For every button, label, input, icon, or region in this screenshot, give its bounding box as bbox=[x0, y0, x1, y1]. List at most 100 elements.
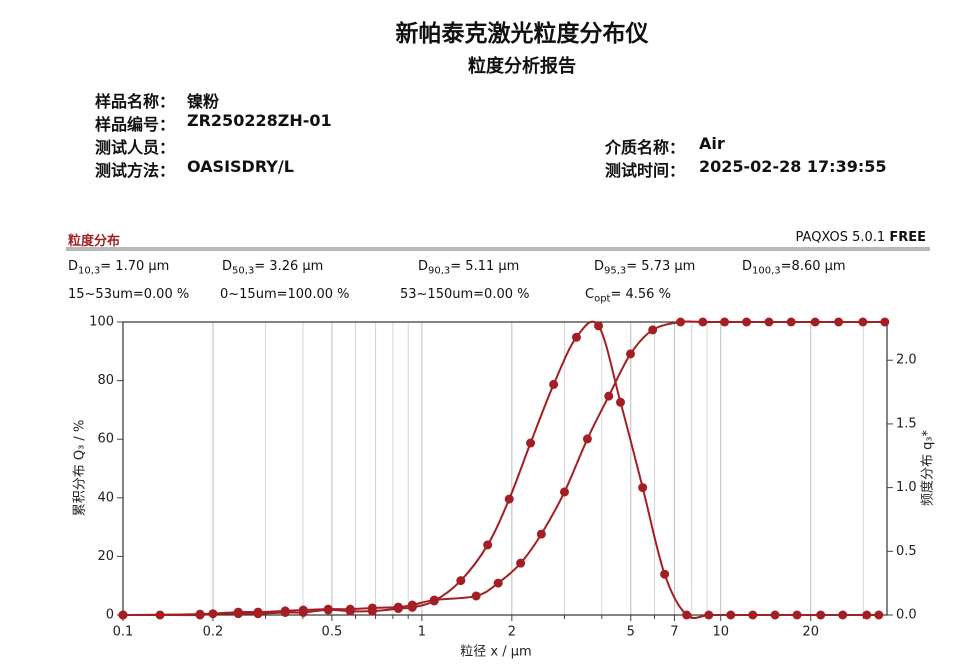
data-point bbox=[208, 609, 218, 619]
info-value: 2025-02-28 17:39:55 bbox=[699, 157, 887, 176]
stat-item: D10,3= 1.70 µm bbox=[68, 259, 169, 277]
stat-symbol: D bbox=[742, 259, 753, 274]
stat-subscript: 10,3 bbox=[78, 265, 101, 277]
data-point bbox=[483, 540, 493, 550]
data-point bbox=[874, 610, 884, 620]
data-point bbox=[858, 317, 868, 327]
stat-symbol: D bbox=[594, 259, 605, 274]
stat-item: 53~150um=0.00 % bbox=[400, 287, 529, 302]
y-tick-label: 60 bbox=[97, 432, 114, 447]
data-point bbox=[682, 610, 692, 620]
stat-item: D95,3= 5.73 µm bbox=[594, 259, 695, 277]
x-tick-label: 5 bbox=[627, 625, 635, 640]
data-point bbox=[516, 558, 526, 568]
x-tick-label: 10 bbox=[712, 625, 729, 640]
info-label: 测试人员： bbox=[95, 138, 176, 157]
stat-text: 0~15um=100.00 % bbox=[220, 287, 350, 302]
data-point bbox=[233, 609, 243, 619]
stat-symbol: D bbox=[222, 259, 233, 274]
stat-text: 53~150um=0.00 % bbox=[400, 287, 530, 302]
stat-subscript: 95,3 bbox=[604, 265, 627, 277]
stat-item: 0~15um=100.00 % bbox=[220, 287, 349, 302]
data-point bbox=[726, 610, 736, 620]
y2-tick-label: 1.5 bbox=[896, 416, 917, 431]
y2-tick-label: 1.0 bbox=[896, 480, 917, 495]
software-info: PAQXOS 5.0.1 FREE bbox=[796, 230, 926, 245]
data-point bbox=[748, 610, 758, 620]
data-point bbox=[660, 569, 670, 579]
y-axis-label: 累积分布 Q₃ / % bbox=[73, 420, 88, 517]
data-point bbox=[880, 317, 890, 327]
data-point bbox=[571, 332, 581, 342]
data-point bbox=[816, 610, 826, 620]
data-point bbox=[195, 610, 205, 620]
section-title: 粒度分布 bbox=[68, 234, 121, 249]
stat-text: = 5.73 µm bbox=[626, 259, 696, 274]
data-point bbox=[648, 325, 658, 335]
data-point bbox=[118, 610, 128, 620]
stat-item: D90,3= 5.11 µm bbox=[418, 259, 519, 277]
license: FREE bbox=[889, 230, 926, 245]
data-point bbox=[471, 591, 481, 601]
stat-symbol: D bbox=[68, 259, 79, 274]
y-tick-label: 20 bbox=[97, 549, 114, 564]
data-point bbox=[742, 317, 752, 327]
data-point bbox=[616, 397, 626, 407]
stat-item: 15~53um=0.00 % bbox=[68, 287, 189, 302]
software-version: PAQXOS 5.0.1 bbox=[795, 230, 886, 245]
data-point bbox=[456, 576, 466, 586]
data-point bbox=[536, 529, 546, 539]
info-value: ZR250228ZH-01 bbox=[187, 111, 332, 130]
data-point bbox=[638, 483, 648, 493]
data-point bbox=[155, 610, 165, 620]
info-label: 测试方法： bbox=[95, 161, 176, 180]
info-value: OASISDRY/L bbox=[187, 157, 294, 176]
stat-item: D50,3= 3.26 µm bbox=[222, 259, 323, 277]
info-value: 镍粉 bbox=[187, 92, 220, 111]
info-label: 测试时间： bbox=[605, 161, 686, 180]
data-point bbox=[764, 317, 774, 327]
info-label: 样品名称： bbox=[95, 92, 176, 111]
stat-text: = 4.56 % bbox=[610, 287, 671, 302]
data-point bbox=[792, 610, 802, 620]
data-point bbox=[367, 606, 377, 616]
data-point bbox=[345, 606, 355, 616]
stat-subscript: 90,3 bbox=[428, 265, 451, 277]
info-label: 介质名称： bbox=[605, 138, 686, 157]
x-axis-label: 粒径 x / µm bbox=[460, 645, 531, 660]
data-point bbox=[493, 578, 503, 588]
stat-symbol: C bbox=[585, 287, 595, 302]
data-point bbox=[549, 379, 559, 389]
data-point bbox=[834, 317, 844, 327]
x-tick-label: 7 bbox=[670, 625, 678, 640]
stat-item: Copt= 4.56 % bbox=[585, 287, 671, 305]
stat-subscript: 50,3 bbox=[232, 265, 255, 277]
x-tick-label: 0.1 bbox=[113, 625, 134, 640]
stat-item: D100,3=8.60 µm bbox=[742, 259, 846, 277]
x-tick-label: 2 bbox=[508, 625, 516, 640]
stat-text: 15~53um=0.00 % bbox=[68, 287, 190, 302]
data-point bbox=[582, 434, 592, 444]
y-tick-label: 80 bbox=[97, 373, 114, 388]
info-value: Air bbox=[699, 134, 725, 153]
y2-axis-label: 频度分布 q₃* bbox=[920, 429, 936, 506]
x-tick-label: 0.2 bbox=[203, 625, 224, 640]
data-point bbox=[526, 438, 536, 448]
data-point bbox=[704, 610, 714, 620]
data-point bbox=[676, 317, 686, 327]
stat-text: =8.60 µm bbox=[780, 259, 846, 274]
data-point bbox=[786, 317, 796, 327]
data-point bbox=[720, 317, 730, 327]
data-point bbox=[770, 610, 780, 620]
report-subtitle: 粒度分析报告 bbox=[468, 56, 576, 77]
x-tick-label: 1 bbox=[418, 625, 426, 640]
data-point bbox=[604, 391, 614, 401]
plot-frame bbox=[122, 321, 888, 616]
data-point bbox=[407, 602, 417, 612]
report-title: 新帕泰克激光粒度分布仪 bbox=[395, 21, 649, 47]
data-point bbox=[698, 317, 708, 327]
data-point bbox=[594, 321, 604, 331]
y-tick-label: 100 bbox=[89, 315, 114, 330]
